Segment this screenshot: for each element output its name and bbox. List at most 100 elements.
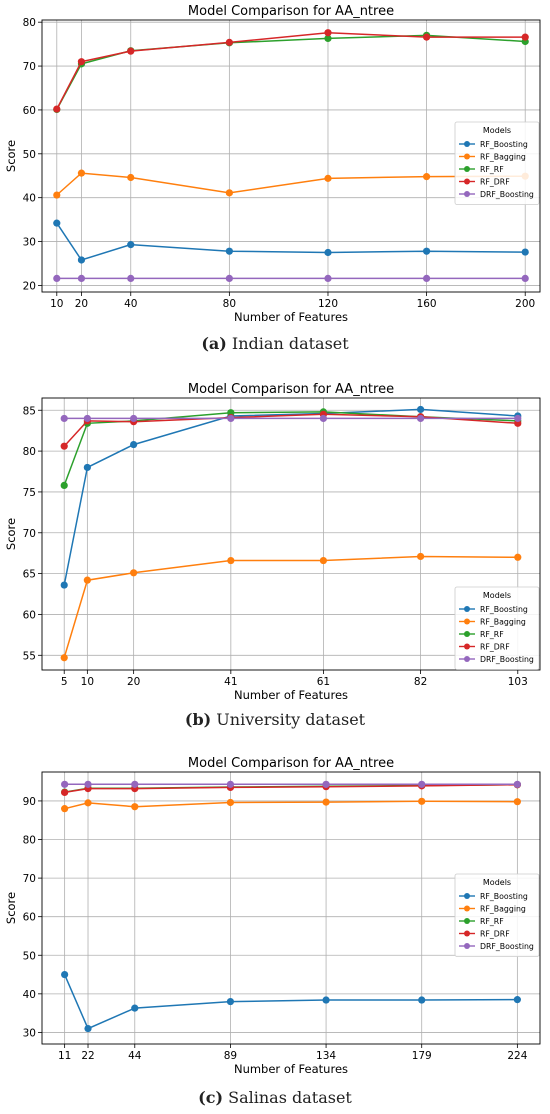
data-point-rf-bagging [225,189,233,197]
data-point-drf-boosting [77,274,86,282]
legend-title: Models [483,878,511,887]
data-point-rf-bagging [513,798,521,806]
y-tick-label: 70 [23,61,36,73]
series-rf-bagging [53,169,529,199]
y-tick-label: 50 [23,950,36,962]
legend-label: RF_DRF [480,178,510,187]
legend-label: RF_Boosting [480,605,528,614]
y-tick-label: 75 [23,487,36,499]
y-tick-label: 60 [23,609,36,621]
series-drf-boosting [61,780,521,788]
data-point-rf-boosting [225,247,233,255]
series-rf-bagging [60,552,522,662]
series-rf-drf [61,781,521,797]
legend-marker [464,141,470,147]
x-tick-label: 120 [318,298,338,310]
data-point-drf-boosting [130,414,138,423]
plot-frame [41,771,541,1045]
data-point-drf-boosting [61,780,69,788]
y-tick-label: 30 [23,237,36,249]
legend-label: RF_Boosting [480,892,528,901]
data-point-drf-boosting [514,414,522,423]
data-point-drf-boosting [83,414,91,423]
plot-frame [41,397,541,671]
data-point-rf-boosting [83,463,91,472]
data-point-rf-boosting [53,219,61,227]
series-rf-boosting [61,970,521,1033]
data-point-drf-boosting [226,780,235,788]
series-rf-bagging [61,797,521,813]
legend-marker [464,656,470,662]
legend-label: RF_Bagging [480,618,526,627]
x-tick-label: 11 [58,1050,71,1062]
y-tick-label: 70 [23,873,36,885]
data-point-rf-bagging [131,803,139,811]
legend-marker [464,178,470,185]
y-axis-label: Score [4,140,18,172]
data-point-rf-boosting [77,256,86,264]
legend: Models RF_Boosting RF_Bagging RF_RF RF_DRF DR… [454,586,540,670]
x-tick-label: 103 [508,676,528,688]
data-point-rf-bagging [61,805,69,813]
series-line-rf-boosting [63,408,518,586]
legend-title: Models [483,591,511,600]
legend-marker [464,631,470,637]
data-point-rf-bagging [60,654,68,662]
x-tick-label: 40 [124,298,137,310]
x-tick-label: 41 [224,676,237,688]
data-point-drf-boosting [513,780,521,788]
x-tick-label: 22 [81,1050,94,1062]
x-tick-label: 10 [50,298,63,310]
data-point-drf-boosting [84,780,92,788]
data-point-rf-boosting [322,996,330,1004]
x-tick-label: 61 [317,676,330,688]
data-point-rf-bagging [422,173,431,181]
data-point-rf-bagging [418,797,426,805]
data-point-rf-bagging [130,569,138,577]
x-tick-label: 82 [414,676,427,688]
data-point-rf-boosting [130,440,138,449]
legend-marker [464,618,470,625]
data-point-rf-boosting [127,241,135,249]
data-point-rf-drf [77,58,86,66]
y-axis-label: Score [4,518,18,550]
data-point-drf-boosting [227,414,235,423]
legend-label: DRF_Boosting [480,655,534,664]
y-tick-label: 50 [23,149,36,161]
legend-label: DRF_Boosting [480,190,534,199]
y-tick-label: 80 [23,835,36,847]
data-point-rf-bagging [83,576,91,584]
x-tick-label: 160 [417,298,437,310]
data-point-drf-boosting [322,780,330,788]
data-point-rf-boosting [324,248,332,257]
data-point-rf-boosting [422,247,431,255]
x-tick-label: 44 [128,1050,142,1062]
data-point-rf-boosting [418,996,426,1004]
series-line-rf-rf [56,34,526,110]
series-rf-rf [53,31,529,114]
data-point-rf-boosting [226,997,235,1006]
series-line-rf-boosting [63,974,518,1030]
y-tick-label: 80 [23,446,36,458]
data-point-rf-bagging [127,173,135,182]
legend-marker [464,905,470,912]
legend-label: RF_Bagging [480,905,526,914]
data-point-drf-boosting [225,274,233,282]
chart-title: Model Comparison for AA_ntree [188,382,394,397]
legend-label: RF_Boosting [480,140,528,149]
data-point-rf-drf [422,33,431,41]
chart-title: Model Comparison for AA_ntree [188,756,394,771]
x-axis-label: Number of Features [234,1062,348,1076]
legend-label: RF_DRF [480,930,510,939]
data-point-drf-boosting [131,780,139,788]
series-rf-rf [60,408,522,489]
data-point-rf-bagging [226,798,235,807]
y-tick-label: 60 [23,105,36,117]
x-tick-label: 20 [75,298,88,310]
legend-label: DRF_Boosting [480,942,534,951]
data-point-rf-boosting [61,970,69,979]
data-point-rf-boosting [521,248,529,256]
data-point-rf-bagging [324,174,332,182]
series-rf-drf [53,29,529,113]
y-tick-label: 40 [23,193,36,205]
